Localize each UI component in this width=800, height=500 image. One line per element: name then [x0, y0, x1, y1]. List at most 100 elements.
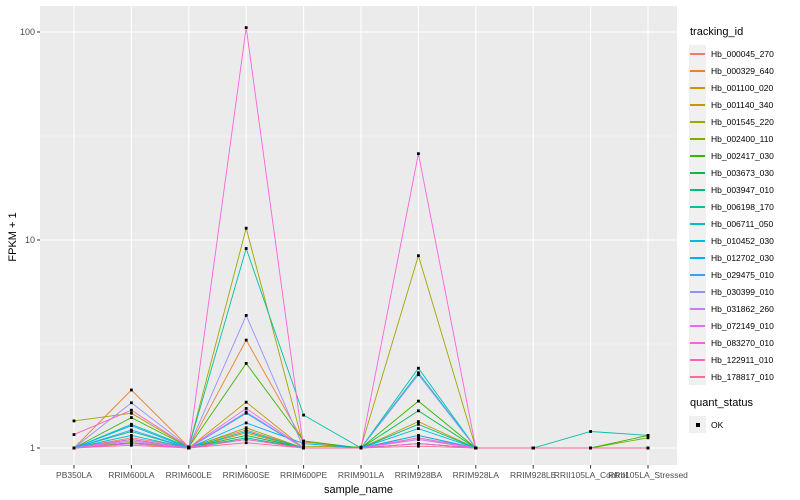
- legend-item-label: Hb_010452_030: [711, 235, 774, 246]
- data-point: [244, 428, 248, 432]
- legend-item-Hb_030399_010: Hb_030399_010: [689, 283, 799, 300]
- line-key-icon: [689, 334, 706, 351]
- legend: tracking_id Hb_000045_270 Hb_000329_640 Hb…: [689, 26, 799, 433]
- legend-item-Hb_001100_020: Hb_001100_020: [689, 79, 799, 96]
- legend-item-label: Hb_001100_020: [711, 82, 774, 93]
- line-key-icon: [689, 62, 706, 79]
- data-point: [244, 436, 248, 440]
- data-point: [646, 434, 650, 437]
- legend-item-label: OK: [711, 419, 724, 430]
- data-point: [589, 446, 592, 450]
- data-point: [244, 407, 248, 410]
- legend-title-quant-status: quant_status: [690, 397, 753, 409]
- legend-item-Hb_003673_030: Hb_003673_030: [689, 164, 799, 181]
- x-tick-label: RRIM600SE: [223, 470, 271, 480]
- x-tick-label: RRIM928BA: [395, 470, 443, 480]
- data-point: [417, 371, 420, 375]
- legend-item-Hb_029475_010: Hb_029475_010: [689, 266, 799, 283]
- data-point: [417, 422, 420, 426]
- line-key-icon: [689, 147, 706, 164]
- legend-item-Hb_083270_010: Hb_083270_010: [689, 334, 799, 351]
- x-tick-label: RRII105LA_Stressed: [608, 470, 688, 480]
- data-point: [244, 434, 248, 437]
- data-point: [130, 430, 133, 433]
- data-point: [244, 362, 248, 365]
- y-tick-label: 100: [20, 27, 35, 37]
- data-point: [72, 446, 76, 450]
- line-key-icon: [689, 198, 706, 215]
- legend-item-label: Hb_003673_030: [711, 167, 774, 178]
- data-point: [130, 408, 133, 412]
- data-point: [302, 439, 305, 443]
- data-point: [646, 436, 650, 440]
- line-key-icon: [689, 351, 706, 368]
- line-key-icon: [689, 266, 706, 283]
- data-point: [244, 26, 248, 29]
- data-point: [130, 442, 133, 445]
- data-point: [302, 442, 305, 445]
- legend-item-Hb_006711_050: Hb_006711_050: [689, 215, 799, 232]
- data-point: [244, 431, 248, 435]
- data-point: [417, 442, 420, 445]
- data-point: [417, 152, 420, 156]
- panel-background: [40, 6, 677, 465]
- legend-item-label: Hb_002400_110: [711, 133, 774, 144]
- line-key-icon: [689, 368, 706, 385]
- data-point: [130, 401, 133, 405]
- data-point: [187, 446, 191, 450]
- x-tick-label: RRIM600LA: [108, 470, 155, 480]
- quant-status-legend: quant_status OK: [689, 397, 799, 433]
- line-key-icon: [689, 283, 706, 300]
- data-point: [474, 446, 478, 450]
- data-point: [646, 446, 650, 450]
- legend-item-label: Hb_001545_220: [711, 116, 774, 127]
- line-key-icon: [689, 215, 706, 232]
- data-point: [244, 421, 248, 425]
- data-point: [417, 427, 420, 430]
- legend-item-Hb_003947_010: Hb_003947_010: [689, 181, 799, 198]
- line-key-icon: [689, 113, 706, 130]
- legend-item-Hb_010452_030: Hb_010452_030: [689, 232, 799, 249]
- data-point: [244, 400, 248, 404]
- data-point: [417, 399, 420, 403]
- data-point: [130, 436, 133, 440]
- legend-item-label: Hb_006711_050: [711, 218, 774, 229]
- data-point: [130, 388, 133, 392]
- legend-item-Hb_122911_010: Hb_122911_010: [689, 351, 799, 368]
- data-point: [244, 441, 248, 445]
- line-key-icon: [689, 232, 706, 249]
- y-tick-label: 1: [30, 443, 35, 453]
- data-point: [244, 314, 248, 317]
- legend-item-Hb_001545_220: Hb_001545_220: [689, 113, 799, 130]
- data-point: [130, 438, 133, 441]
- legend-item-label: Hb_000045_270: [711, 48, 774, 59]
- data-point: [244, 438, 248, 441]
- line-key-icon: [689, 79, 706, 96]
- data-point: [244, 338, 248, 342]
- line-key-icon: [689, 96, 706, 113]
- legend-item-label: Hb_029475_010: [711, 269, 774, 280]
- legend-items: Hb_000045_270 Hb_000329_640 Hb_001100_020 H…: [689, 45, 799, 385]
- line-key-icon: [689, 317, 706, 334]
- legend-item-label: Hb_001140_340: [711, 99, 774, 110]
- line-key-icon: [689, 164, 706, 181]
- data-point: [417, 444, 420, 448]
- legend-item-label: Hb_072149_010: [711, 320, 774, 331]
- legend-item-Hb_002417_030: Hb_002417_030: [689, 147, 799, 164]
- legend-item-label: Hb_006198_170: [711, 201, 774, 212]
- line-key-icon: [689, 45, 706, 62]
- legend-item-Hb_012702_030: Hb_012702_030: [689, 249, 799, 266]
- data-point: [417, 254, 420, 258]
- data-point: [302, 446, 305, 450]
- x-tick-label: RRIM600PE: [280, 470, 328, 480]
- data-point: [531, 446, 535, 450]
- data-point: [244, 247, 248, 250]
- data-point: [244, 410, 248, 414]
- legend-item-label: Hb_031862_260: [711, 303, 774, 314]
- line-key-icon: [689, 130, 706, 147]
- point-key-icon: [689, 416, 706, 433]
- legend-item-label: Hb_003947_010: [711, 184, 774, 195]
- legend-item-Hb_000329_640: Hb_000329_640: [689, 62, 799, 79]
- data-point: [72, 419, 76, 423]
- legend-item-Hb_000045_270: Hb_000045_270: [689, 45, 799, 62]
